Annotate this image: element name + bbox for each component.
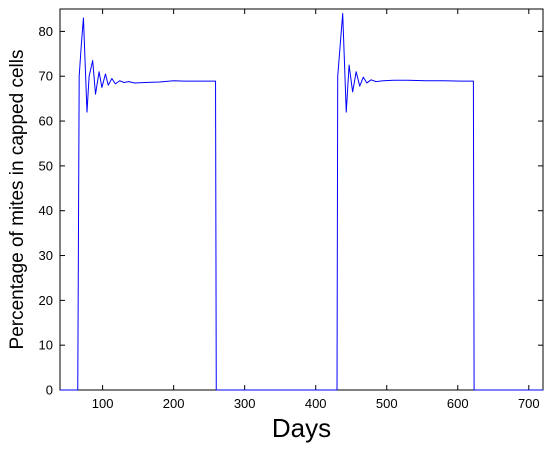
x-tick-label: 500 xyxy=(376,396,398,411)
y-tick-label: 20 xyxy=(39,293,53,308)
y-axis-title: Percentage of mites in capped cells xyxy=(7,50,28,350)
plot-area xyxy=(59,8,544,391)
ticks xyxy=(60,9,543,391)
x-tick-label: 200 xyxy=(163,396,185,411)
tick-labels: 100 200 300 400 500 600 700 0 10 20 30 40 50 60 70 80 xyxy=(39,24,540,411)
x-tick-label: 700 xyxy=(518,396,540,411)
y-tick-label: 0 xyxy=(46,383,53,398)
y-tick-label: 10 xyxy=(39,338,53,353)
x-axis-title: Days xyxy=(272,413,331,443)
y-tick-label: 30 xyxy=(39,248,53,263)
y-tick-label: 60 xyxy=(39,114,53,129)
x-tick-label: 100 xyxy=(92,396,114,411)
x-tick-label: 300 xyxy=(234,396,256,411)
series xyxy=(60,12,543,391)
y-tick-label: 70 xyxy=(39,69,53,84)
x-tick-label: 600 xyxy=(447,396,469,411)
y-tick-label: 50 xyxy=(39,158,53,173)
y-tick-label: 80 xyxy=(39,24,53,39)
x-tick-label: 400 xyxy=(305,396,327,411)
y-tick-label: 40 xyxy=(39,203,53,218)
series-line xyxy=(60,12,543,391)
